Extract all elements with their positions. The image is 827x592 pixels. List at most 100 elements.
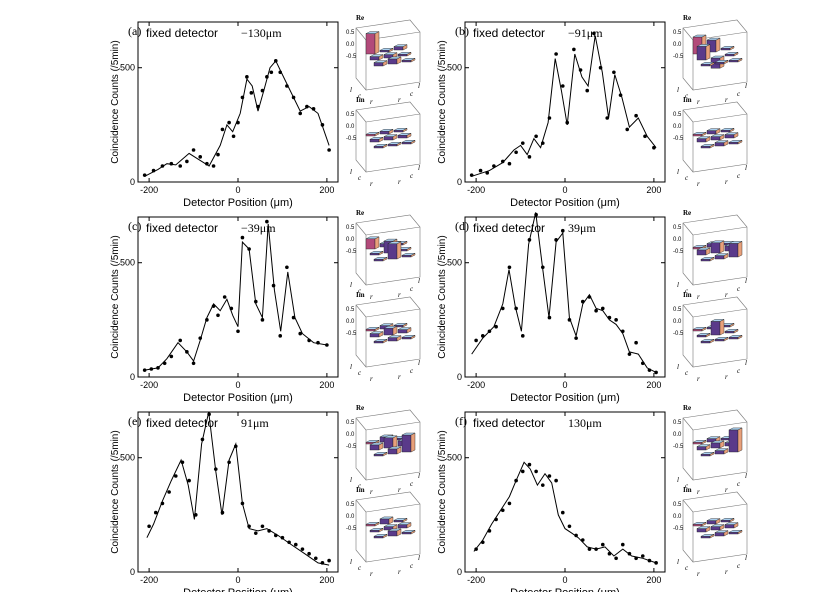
data-point: [273, 533, 278, 538]
panel-f: -200 0 200 0 500 Detector Position (μm) Coinci…: [437, 404, 748, 592]
inset-axis-letter: l: [677, 168, 679, 176]
data-point: [514, 306, 518, 311]
bar-front: [373, 454, 384, 457]
bar-top: [401, 253, 416, 256]
data-point: [325, 343, 329, 347]
data-point: [478, 168, 483, 173]
inset-axis-letter: l: [418, 164, 420, 172]
data-point: [278, 334, 283, 338]
x-tick-label: 200: [319, 575, 334, 585]
data-point: [180, 460, 185, 465]
panel-label: (a): [128, 24, 141, 38]
inset-axis-letter: c: [737, 480, 741, 488]
data-point: [527, 238, 532, 242]
bar-top: [728, 140, 743, 143]
re-tick-label: 0.5: [673, 225, 682, 231]
data-point: [291, 95, 296, 100]
panel-label: (d): [455, 219, 469, 233]
bar-front: [700, 341, 711, 344]
bar-front: [373, 536, 384, 539]
data-point: [311, 107, 316, 111]
inset-axis-letter: c: [685, 92, 689, 100]
data-point: [494, 324, 498, 329]
bar-top: [373, 144, 388, 147]
x-tick-label: -200: [467, 575, 485, 585]
x-tick-label: 0: [562, 575, 567, 585]
bar-top: [710, 240, 725, 243]
inset-axis-letter: l: [418, 277, 420, 285]
data-point: [514, 478, 518, 483]
bar-top: [710, 440, 725, 444]
bar-front: [373, 146, 384, 149]
inset-edge: [682, 417, 694, 431]
inset-edge: [355, 499, 367, 513]
bar-front: [728, 532, 739, 535]
bar-front: [401, 60, 412, 63]
bar-front: [401, 434, 412, 453]
inset-edge: [355, 109, 367, 123]
data-point: [587, 547, 592, 551]
inset-edge: [692, 226, 748, 236]
bar-side: [374, 31, 380, 55]
inset-axis-letter: r: [398, 373, 401, 381]
re-tick-label: 0.5: [346, 420, 355, 426]
data-point: [520, 141, 525, 145]
bar-front: [714, 339, 725, 342]
x-tick-label: 200: [646, 185, 661, 195]
im-tick-label: 0.5: [346, 112, 355, 118]
bar-top: [724, 132, 739, 135]
data-point: [594, 547, 598, 551]
im-tick-label: 0.5: [346, 502, 355, 508]
data-point: [560, 510, 565, 515]
data-point: [200, 437, 205, 442]
data-point: [167, 490, 171, 494]
inset-edge: [365, 113, 421, 123]
data-point: [213, 467, 218, 471]
inset-edge: [692, 113, 748, 123]
inset-frame: [682, 409, 748, 481]
bar-top: [365, 236, 380, 239]
data-point: [520, 469, 525, 474]
inset-frame: [355, 214, 421, 286]
inset-axis-letter: l: [677, 363, 679, 371]
data-point: [191, 148, 196, 152]
bar-front: [397, 524, 408, 529]
data-point: [313, 556, 318, 561]
bar-top: [710, 524, 725, 527]
y-tick-label: 500: [120, 258, 135, 268]
inset-frame: [355, 101, 421, 173]
data-point: [178, 164, 183, 168]
re-tick-label: 0.0: [346, 432, 355, 438]
x-tick-label: -200: [140, 380, 158, 390]
data-point: [647, 558, 652, 563]
fit-curve: [144, 223, 327, 371]
bar-top: [387, 335, 402, 338]
bar-front: [373, 259, 384, 262]
bar-front: [369, 333, 380, 338]
data-point: [618, 93, 623, 97]
bar-front: [387, 337, 398, 342]
re-tick-label: 0.5: [673, 420, 682, 426]
data-point: [260, 318, 265, 322]
y-axis-label: Coincidence Counts (/5min): [110, 430, 121, 553]
bar-top: [700, 534, 715, 537]
bar-top: [369, 251, 384, 254]
inset-edge: [365, 503, 421, 513]
data-point: [227, 460, 231, 465]
inset-axis-letter: r: [697, 375, 700, 383]
data-point: [240, 235, 245, 240]
inset-axis-letter: c: [685, 564, 689, 572]
data-point: [273, 59, 278, 63]
data-point: [578, 68, 583, 72]
data-point: [565, 120, 570, 125]
inset-axis-letter: c: [685, 482, 689, 490]
re-tick-label: 0.0: [346, 237, 355, 243]
data-point: [643, 134, 647, 139]
bar-front: [696, 446, 707, 451]
re-tick-label: -0.5: [673, 249, 684, 255]
data-point: [316, 340, 320, 345]
bar-top: [365, 327, 380, 330]
inset-axis-letter: l: [418, 82, 420, 90]
bar-front: [692, 442, 703, 445]
